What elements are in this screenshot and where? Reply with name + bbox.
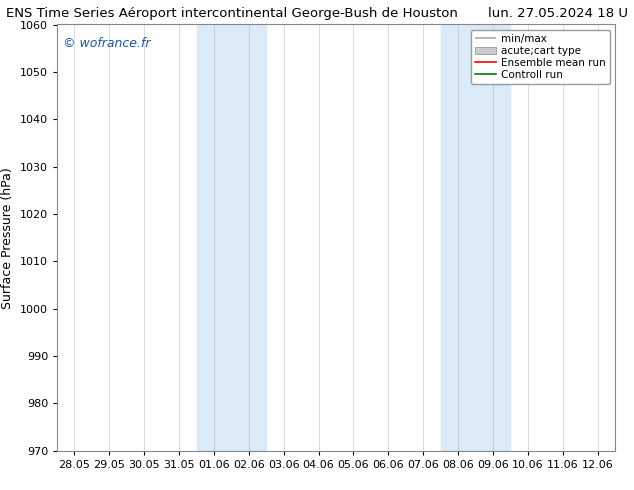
Legend: min/max, acute;cart type, Ensemble mean run, Controll run: min/max, acute;cart type, Ensemble mean … xyxy=(470,30,610,84)
Text: © wofrance.fr: © wofrance.fr xyxy=(63,37,150,50)
Text: ENS Time Series Aéroport intercontinental George-Bush de Houston: ENS Time Series Aéroport intercontinenta… xyxy=(6,7,458,21)
Bar xyxy=(441,24,510,451)
Y-axis label: Surface Pressure (hPa): Surface Pressure (hPa) xyxy=(1,167,15,309)
Bar xyxy=(197,24,266,451)
Text: lun. 27.05.2024 18 U: lun. 27.05.2024 18 U xyxy=(488,7,628,21)
